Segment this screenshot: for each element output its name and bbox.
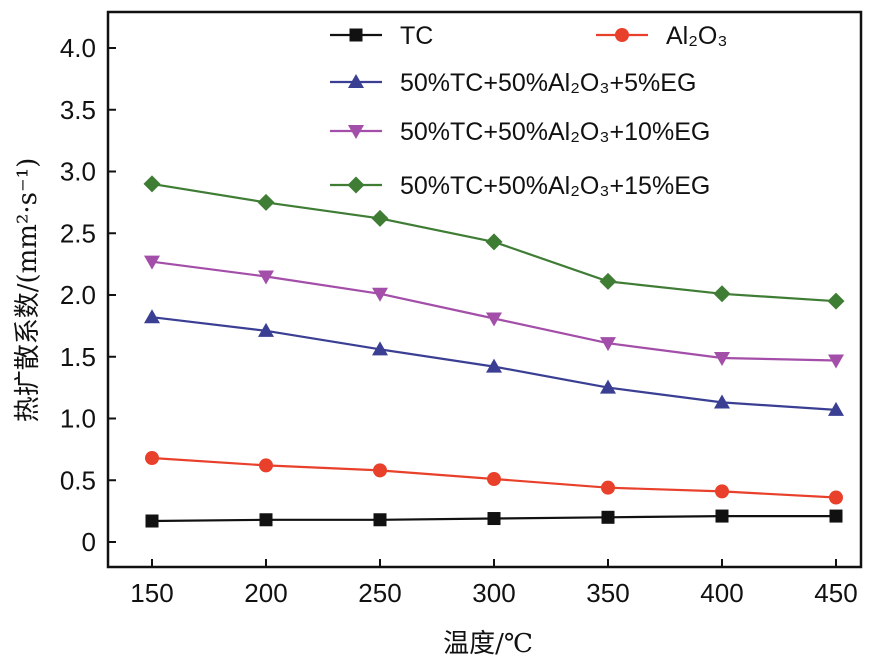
y-tick-label: 0 bbox=[82, 527, 96, 557]
data-point bbox=[599, 272, 617, 290]
data-point bbox=[600, 379, 616, 394]
series-1 bbox=[145, 451, 843, 505]
data-point bbox=[714, 394, 730, 409]
data-point bbox=[601, 510, 615, 524]
series-2 bbox=[144, 309, 844, 416]
data-point bbox=[828, 401, 844, 416]
data-point bbox=[715, 509, 729, 523]
series-4 bbox=[143, 175, 845, 310]
legend-item: TC bbox=[330, 22, 433, 50]
data-point bbox=[485, 233, 503, 251]
legend-label: 50%TC+50%Al₂O₃+15%EG bbox=[400, 172, 710, 200]
data-point bbox=[486, 312, 502, 327]
data-point bbox=[257, 193, 275, 211]
legend-item: Al₂O₃ bbox=[596, 22, 728, 50]
x-tick-label: 450 bbox=[814, 578, 857, 608]
legend: TC Al₂O₃ 50%TC+50%Al₂O₃+5%EG 50%TC+50%Al₂O₃… bbox=[330, 22, 728, 200]
legend-marker bbox=[349, 28, 363, 42]
legend-item: 50%TC+50%Al₂O₃+5%EG bbox=[330, 69, 696, 97]
y-tick-label: 3.5 bbox=[60, 95, 96, 125]
legend-label: TC bbox=[400, 22, 433, 50]
data-point bbox=[259, 458, 273, 473]
data-point bbox=[715, 484, 729, 499]
legend-marker bbox=[615, 28, 629, 42]
x-tick-label: 250 bbox=[358, 578, 401, 608]
data-point bbox=[829, 509, 843, 523]
y-tick-label: 2.0 bbox=[60, 280, 96, 310]
data-point bbox=[486, 358, 502, 373]
data-point bbox=[601, 480, 615, 495]
legend-item: 50%TC+50%Al₂O₃+15%EG bbox=[330, 172, 710, 200]
y-tick-label: 0.5 bbox=[60, 465, 96, 495]
series-line bbox=[151, 260, 837, 362]
data-point bbox=[258, 322, 274, 337]
data-point bbox=[258, 270, 274, 285]
data-point bbox=[714, 351, 730, 366]
legend-item: 50%TC+50%Al₂O₃+10%EG bbox=[330, 118, 710, 146]
legend-label: 50%TC+50%Al₂O₃+5%EG bbox=[400, 69, 696, 97]
data-point bbox=[144, 309, 160, 324]
data-point bbox=[487, 472, 501, 487]
data-point bbox=[143, 175, 161, 193]
x-tick-label: 400 bbox=[700, 578, 743, 608]
x-tick-label: 150 bbox=[130, 578, 173, 608]
legend-marker bbox=[348, 125, 364, 139]
data-point bbox=[600, 337, 616, 352]
data-point bbox=[259, 513, 273, 527]
y-tick-label: 1.5 bbox=[60, 342, 96, 372]
series-3 bbox=[144, 255, 844, 369]
legend-marker bbox=[347, 176, 365, 194]
data-point bbox=[487, 512, 501, 526]
x-tick-label: 200 bbox=[244, 578, 287, 608]
data-point bbox=[829, 490, 843, 505]
plot-frame bbox=[106, 10, 863, 569]
data-point bbox=[827, 292, 845, 310]
data-point bbox=[145, 451, 159, 466]
x-axis-title: 温度/℃ bbox=[443, 629, 533, 659]
y-tick-label: 4.0 bbox=[60, 33, 96, 63]
data-point bbox=[145, 514, 159, 528]
data-point bbox=[373, 513, 387, 527]
y-tick-label: 1.0 bbox=[60, 404, 96, 434]
legend-marker bbox=[348, 74, 364, 88]
x-tick-label: 300 bbox=[472, 578, 515, 608]
y-tick-label: 2.5 bbox=[60, 218, 96, 248]
data-point bbox=[373, 463, 387, 478]
data-point bbox=[713, 285, 731, 303]
data-point bbox=[828, 354, 844, 369]
x-tick-label: 350 bbox=[586, 578, 629, 608]
data-point bbox=[144, 255, 160, 270]
series-0 bbox=[145, 509, 843, 528]
data-point bbox=[372, 341, 388, 356]
y-axis-title: 热扩散系数/(mm²·s⁻¹) bbox=[13, 158, 43, 423]
legend-label: Al₂O₃ bbox=[666, 22, 728, 50]
data-point bbox=[371, 209, 389, 227]
y-tick-label: 3.0 bbox=[60, 157, 96, 187]
legend-label: 50%TC+50%Al₂O₃+10%EG bbox=[400, 118, 710, 146]
data-point bbox=[372, 287, 388, 302]
